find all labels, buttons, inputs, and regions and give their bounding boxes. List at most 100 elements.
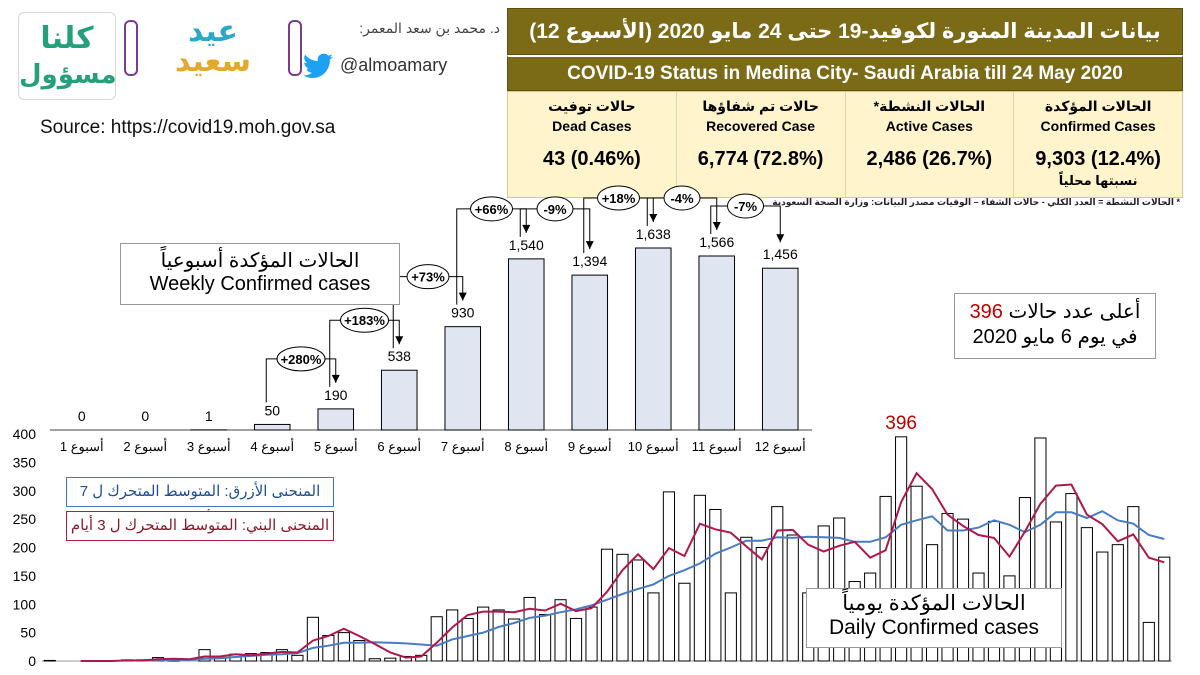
twitter-handle[interactable]: @almoamary [340, 55, 448, 75]
arrow-down-icon [331, 374, 340, 383]
y-tick-label: 400 [13, 426, 37, 442]
daily-bar [771, 506, 784, 662]
author-name: د. محمد بن سعد المعمر: [359, 20, 500, 36]
weekly-category-label: أسبوع 8 [504, 438, 548, 455]
change-bubble [406, 264, 450, 290]
arrow-down-icon [522, 224, 531, 233]
recovered-cases-value: 6,774 (72.8%) [697, 148, 824, 170]
daily-bar [492, 609, 505, 662]
daily-bar [1018, 497, 1032, 662]
y-tick-label: 50 [20, 625, 36, 641]
weekly-category-label: أسبوع 10 [628, 438, 679, 455]
daily-bar [291, 654, 304, 662]
change-percent-label: +18% [602, 191, 636, 206]
arrow-down-icon [712, 222, 721, 230]
weekly-category-label: أسبوع 7 [441, 438, 485, 455]
change-percent-label: -9% [543, 202, 567, 217]
weekly-bar [444, 326, 482, 431]
ornament-left-icon [124, 20, 138, 76]
weekly-category-label: أسبوع 3 [187, 438, 231, 455]
weekly-value-label: 1,566 [699, 234, 734, 250]
daily-bar [755, 547, 768, 662]
daily-bar [1111, 544, 1124, 662]
daily-bar [43, 659, 56, 662]
weekly-bar [317, 408, 355, 431]
active-cases-label-en: Active Cases [885, 118, 973, 134]
legend-blue-moving-average: المنحنى الأزرق: المتوسط المتحرك ل 7 أيام [66, 477, 334, 528]
change-percent-label: +66% [475, 202, 509, 217]
y-tick-label: 350 [13, 454, 37, 470]
weekly-bar [698, 255, 736, 431]
daily-bar [399, 655, 412, 662]
daily-bar [1080, 527, 1093, 662]
weekly-value-label: 190 [324, 387, 348, 403]
recovered-cases-cell: حالات تم شفاؤها Recovered Case 6,774 (72… [675, 92, 845, 197]
status-grid: حالات توفيت Dead Cases 43 (0.46%) حالات … [507, 91, 1183, 198]
weekly-category-label: أسبوع 6 [377, 438, 421, 455]
dead-cases-value: 43 (0.46%) [542, 148, 641, 170]
daily-bar [631, 559, 645, 662]
weekly-bar [380, 369, 418, 431]
weekly-value-label: 1 [205, 408, 213, 424]
daily-label-ar: الحالات المؤكدة يومياً [842, 592, 1026, 615]
weekly-label-ar: الحالات المؤكدة أسبوعياً [160, 250, 360, 272]
daily-bar [647, 592, 660, 662]
daily-bar [554, 599, 567, 662]
change-bubble [340, 307, 389, 333]
weekly-value-label: 1,456 [763, 246, 798, 262]
weekly-category-label: أسبوع 5 [314, 438, 358, 455]
y-tick-label: 150 [13, 568, 37, 584]
weekly-value-label: 1,394 [572, 253, 607, 269]
recovered-cases-label-ar: حالات تم شفاؤها [702, 98, 819, 114]
daily-bar [709, 508, 722, 662]
weekly-category-label: أسبوع 12 [755, 438, 806, 455]
confirmed-cases-note: نسبتها محلياً [1058, 173, 1138, 188]
daily-bar [368, 658, 381, 662]
daily-bar [895, 436, 908, 662]
weekly-category-label: أسبوع 11 [692, 438, 742, 455]
weekly-value-label: 930 [451, 305, 475, 321]
y-tick-label: 100 [13, 596, 37, 612]
twitter-icon[interactable] [303, 53, 333, 79]
weekly-category-label: أسبوع 9 [568, 438, 612, 455]
dead-cases-label-ar: حالات توفيت [548, 98, 636, 114]
arrow-down-icon [395, 336, 404, 345]
daily-bar [616, 553, 629, 662]
status-header: بيانات المدينة المنورة لكوفيد-19 حتى 24 … [507, 8, 1183, 198]
y-tick-label: 200 [13, 540, 37, 556]
daily-bar [198, 649, 211, 662]
kulna-logo-line2: مسؤول [19, 59, 117, 89]
arrow-down-icon [458, 292, 467, 301]
daily-chart-label-box: الحالات المؤكدة يومياً Daily Confirmed c… [806, 588, 1062, 648]
weekly-label-en: Weekly Confirmed cases [149, 273, 371, 295]
change-bubble [276, 346, 326, 372]
footnote: * الحالات النشطة = العدد الكلي - حالات ا… [772, 197, 1180, 207]
recovered-cases-label-en: Recovered Case [706, 118, 816, 134]
highest-number: 396 [969, 301, 1003, 323]
eid-logo-line2: سعيد [174, 45, 251, 78]
daily-bar [1065, 493, 1078, 662]
daily-bar [539, 613, 552, 662]
daily-bar [384, 657, 397, 662]
weekly-value-label: 50 [264, 402, 280, 418]
peak-value-label: 396 [885, 413, 917, 434]
weekly-bar [507, 258, 545, 431]
active-cases-value: 2,486 (26.7%) [866, 148, 993, 170]
change-bubble [663, 185, 701, 211]
weekly-value-label: 538 [388, 348, 412, 364]
moving-average-7-line [142, 510, 1165, 662]
daily-bar [353, 640, 366, 662]
kulna-masool-logo: كلنا مسؤول [18, 12, 117, 100]
daily-bar [678, 582, 691, 662]
daily-bar [569, 617, 583, 662]
weekly-value-label: 0 [141, 408, 149, 424]
change-percent-label: -4% [670, 191, 694, 206]
dead-cases-cell: حالات توفيت Dead Cases 43 (0.46%) [508, 92, 676, 197]
eid-saeed-logo: عيد سعيد [124, 14, 302, 80]
kulna-logo-line1: كلنا [40, 22, 94, 55]
highest-label-ar: أعلى عدد حالات [1008, 301, 1141, 323]
title-arabic: بيانات المدينة المنورة لكوفيد-19 حتى 24 … [507, 8, 1183, 55]
confirmed-cases-value: 9,303 (12.4%) [1035, 148, 1161, 170]
active-cases-cell: الحالات النشطة* Active Cases 2,486 (26.7… [844, 92, 1014, 197]
daily-bar [910, 485, 923, 662]
